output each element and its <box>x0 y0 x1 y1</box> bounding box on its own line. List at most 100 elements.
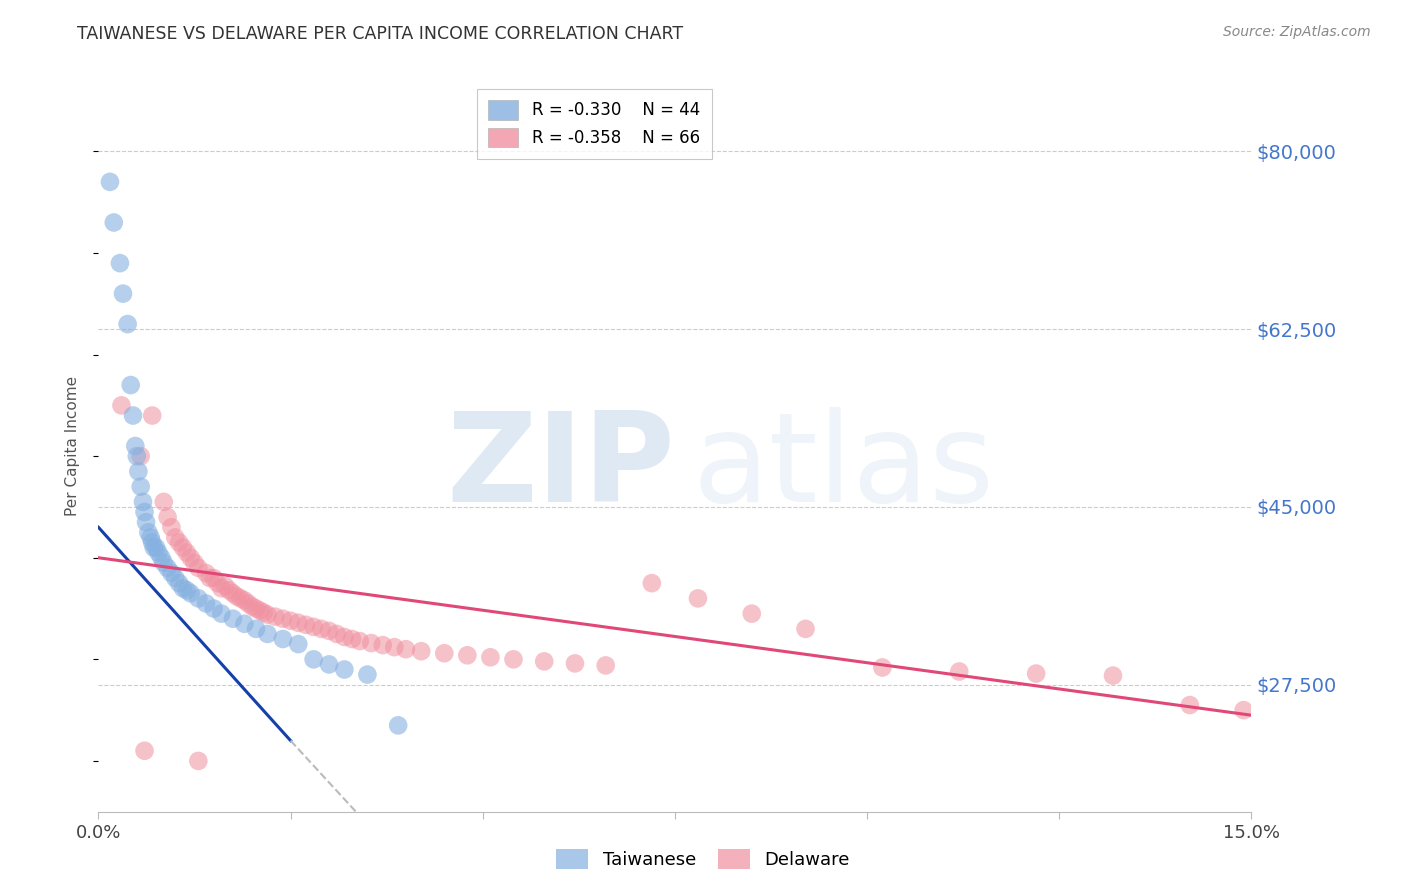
Point <box>167 576 190 591</box>
Point <box>287 615 309 630</box>
Point <box>195 566 218 580</box>
Point <box>356 667 378 681</box>
Point <box>264 609 287 624</box>
Point <box>180 550 202 565</box>
Point <box>141 409 163 423</box>
Point <box>280 614 302 628</box>
Point <box>103 215 125 229</box>
Point <box>249 603 271 617</box>
Point <box>148 546 170 560</box>
Point <box>502 652 524 666</box>
Point <box>253 606 276 620</box>
Point <box>318 657 340 672</box>
Point <box>295 617 318 632</box>
Point <box>238 597 260 611</box>
Point <box>108 256 131 270</box>
Point <box>333 663 356 677</box>
Point <box>333 630 356 644</box>
Point <box>183 556 205 570</box>
Point <box>233 593 256 607</box>
Point <box>371 638 394 652</box>
Point <box>172 541 194 555</box>
Point <box>120 378 142 392</box>
Point <box>180 586 202 600</box>
Point <box>98 175 121 189</box>
Point <box>271 612 294 626</box>
Point <box>138 525 160 540</box>
Point <box>129 480 152 494</box>
Point <box>387 718 409 732</box>
Point <box>794 622 817 636</box>
Point <box>340 632 363 646</box>
Point <box>222 586 245 600</box>
Point <box>139 530 162 544</box>
Point <box>245 622 267 636</box>
Point <box>165 530 187 544</box>
Point <box>156 561 179 575</box>
Point <box>360 636 382 650</box>
Point <box>382 640 405 655</box>
Point <box>1102 668 1125 682</box>
Point <box>222 612 245 626</box>
Y-axis label: Per Capita Income: Per Capita Income <box>65 376 80 516</box>
Text: atlas: atlas <box>692 408 994 528</box>
Point <box>1025 666 1047 681</box>
Point <box>302 620 325 634</box>
Point <box>595 658 617 673</box>
Point <box>117 317 139 331</box>
Point <box>240 599 263 614</box>
Point <box>214 579 236 593</box>
Point <box>156 510 179 524</box>
Point <box>187 561 209 575</box>
Point <box>134 505 156 519</box>
Point <box>152 495 174 509</box>
Text: TAIWANESE VS DELAWARE PER CAPITA INCOME CORRELATION CHART: TAIWANESE VS DELAWARE PER CAPITA INCOME … <box>77 25 683 43</box>
Text: ZIP: ZIP <box>446 408 675 528</box>
Text: Source: ZipAtlas.com: Source: ZipAtlas.com <box>1223 25 1371 39</box>
Point <box>124 439 146 453</box>
Point <box>141 535 163 549</box>
Point <box>318 624 340 638</box>
Point <box>165 571 187 585</box>
Point <box>167 535 190 549</box>
Point <box>1178 698 1201 712</box>
Point <box>209 607 232 621</box>
Point <box>311 622 333 636</box>
Point <box>225 590 247 604</box>
Point <box>111 286 134 301</box>
Point <box>564 657 586 671</box>
Point <box>741 607 763 621</box>
Point <box>129 449 152 463</box>
Point <box>134 744 156 758</box>
Point <box>872 660 894 674</box>
Point <box>125 449 148 463</box>
Point <box>1233 703 1256 717</box>
Point <box>233 616 256 631</box>
Point <box>641 576 664 591</box>
Point <box>411 644 433 658</box>
Point <box>302 652 325 666</box>
Point <box>349 634 371 648</box>
Point <box>533 654 555 668</box>
Point <box>198 571 221 585</box>
Point <box>256 627 278 641</box>
Point <box>187 591 209 606</box>
Point <box>110 398 132 412</box>
Point <box>187 754 209 768</box>
Point <box>142 541 165 555</box>
Point <box>479 650 502 665</box>
Point <box>150 550 173 565</box>
Point <box>202 601 225 615</box>
Point <box>256 607 278 622</box>
Point <box>195 597 218 611</box>
Point <box>135 515 157 529</box>
Point <box>122 409 145 423</box>
Point <box>172 581 194 595</box>
Point <box>160 520 183 534</box>
Legend: Taiwanese, Delaware: Taiwanese, Delaware <box>547 839 859 879</box>
Point <box>209 581 232 595</box>
Legend: R = -0.330    N = 44, R = -0.358    N = 66: R = -0.330 N = 44, R = -0.358 N = 66 <box>477 88 711 159</box>
Point <box>145 541 167 555</box>
Point <box>229 591 252 606</box>
Point <box>456 648 478 663</box>
